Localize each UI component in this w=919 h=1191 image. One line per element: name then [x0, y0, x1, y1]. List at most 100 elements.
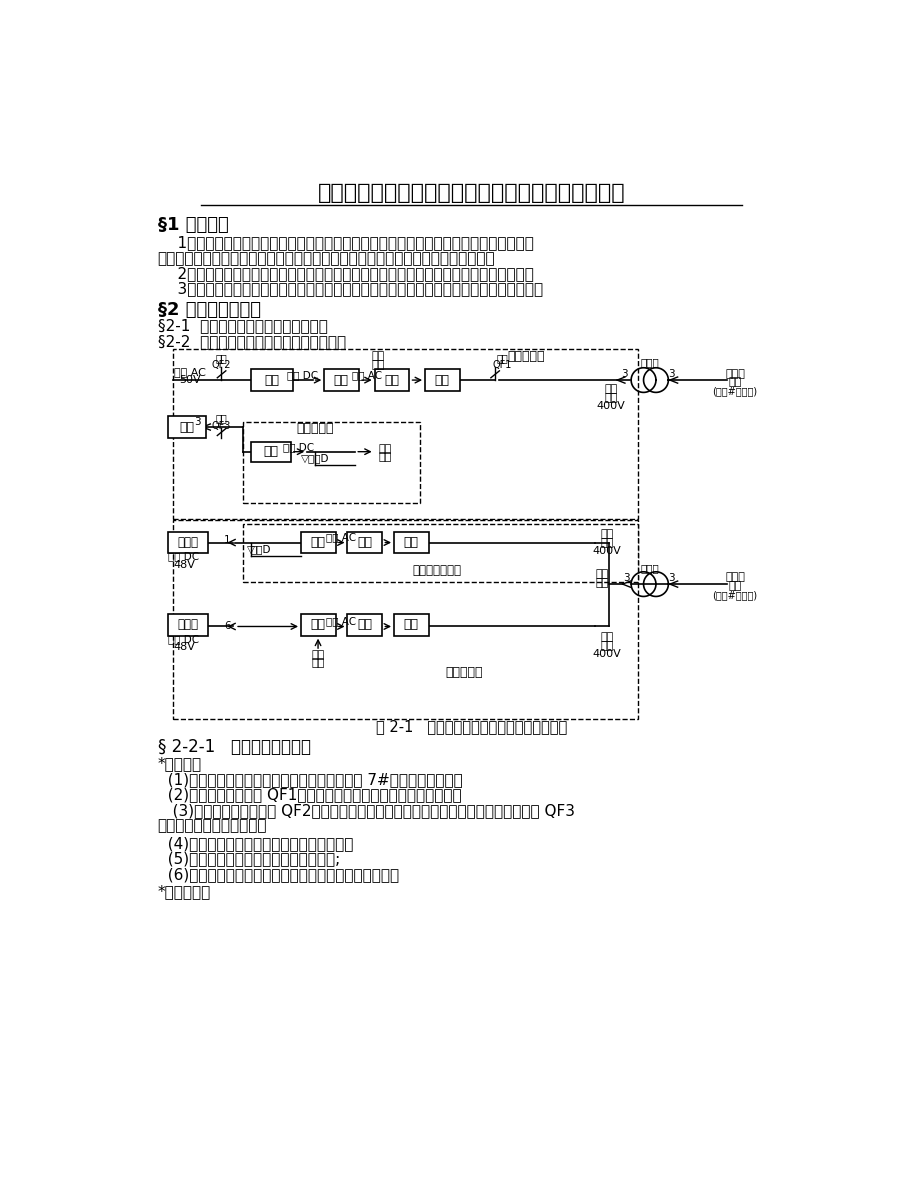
Text: 防反D: 防反D	[250, 544, 271, 555]
Text: 站、配电站的屏柜分配及布置情况，熟悉模拟电力系统中的各个电气设备及其作用。: 站、配电站的屏柜分配及布置情况，熟悉模拟电力系统中的各个电气设备及其作用。	[157, 251, 494, 266]
Text: 控制: 控制	[371, 360, 385, 369]
Text: 空开: 空开	[215, 413, 227, 424]
Text: (2)将配电箱左侧空开 QF1（风电并网器的电网接入端开关）合上；: (2)将配电箱左侧空开 QF1（风电并网器的电网接入端开关）合上；	[157, 787, 460, 803]
Text: 负载: 负载	[378, 453, 391, 462]
Text: QF1: QF1	[493, 361, 512, 370]
Text: (配站#屏母线): (配站#屏母线)	[711, 590, 756, 600]
FancyBboxPatch shape	[250, 442, 290, 462]
Text: 3: 3	[620, 369, 627, 379]
Text: （风电单独带负载开关）；: （风电单独带负载开关）；	[157, 818, 267, 834]
FancyBboxPatch shape	[167, 417, 206, 438]
Text: 400V: 400V	[592, 649, 621, 659]
Text: (1)确认电网接入端母线有电压（即实验室配电 7#屏母线有电压）；: (1)确认电网接入端母线有电压（即实验室配电 7#屏母线有电压）；	[157, 772, 462, 787]
Text: 智能: 智能	[312, 650, 324, 660]
Text: 2、了解电气二次设备的配置情况及特点，熟悉分层分布式监控系统的监控方式及特点。: 2、了解电气二次设备的配置情况及特点，熟悉分层分布式监控系统的监控方式及特点。	[157, 266, 533, 281]
FancyBboxPatch shape	[393, 531, 428, 554]
Text: ▽防反D: ▽防反D	[301, 454, 329, 463]
Text: 3: 3	[667, 573, 674, 582]
Text: 交流 AC: 交流 AC	[326, 616, 356, 626]
Text: 控制: 控制	[312, 659, 324, 668]
Text: 空开: 空开	[215, 354, 227, 363]
Text: QF2: QF2	[211, 361, 231, 370]
FancyBboxPatch shape	[301, 615, 335, 636]
Text: 变压: 变压	[357, 536, 371, 549]
Text: 风机: 风机	[179, 420, 194, 434]
Text: QF3: QF3	[211, 420, 231, 430]
Text: (3)合上配电箱中间空开 QF2（风电并网器的风机输入端开关），断开配电箱右侧空开 QF3: (3)合上配电箱中间空开 QF2（风电并网器的风机输入端开关），断开配电箱右侧空…	[157, 803, 574, 818]
FancyBboxPatch shape	[173, 520, 638, 719]
Text: 48V: 48V	[173, 560, 195, 569]
Text: 变压: 变压	[357, 618, 371, 631]
Text: 逆变: 逆变	[311, 536, 325, 549]
Text: 3: 3	[667, 369, 674, 379]
Text: 3: 3	[195, 417, 201, 426]
Text: 母线: 母线	[728, 378, 741, 387]
FancyBboxPatch shape	[393, 615, 428, 636]
Text: 交流 AC: 交流 AC	[351, 369, 381, 380]
Text: 1、了解分布式发电综合实验室的模拟电力系统的总体结构，了解模拟电力系统中各变电: 1、了解分布式发电综合实验室的模拟电力系统的总体结构，了解模拟电力系统中各变电	[157, 236, 533, 250]
Text: 交流: 交流	[600, 632, 613, 642]
Text: 逆变: 逆变	[334, 374, 348, 387]
Text: 逆变: 逆变	[311, 618, 325, 631]
FancyBboxPatch shape	[243, 524, 638, 582]
FancyBboxPatch shape	[250, 369, 293, 391]
Text: 负载: 负载	[600, 537, 613, 548]
Text: 滤波: 滤波	[403, 618, 418, 631]
Text: 400V: 400V	[592, 545, 621, 556]
FancyBboxPatch shape	[301, 531, 335, 554]
Text: 实验室: 实验室	[724, 572, 744, 582]
Text: 光伏控制逆变器: 光伏控制逆变器	[412, 563, 460, 576]
Text: §2 实验内容与步骤: §2 实验内容与步骤	[157, 301, 260, 319]
Text: (6)若自然风力不够，则合上动力屏上的轴流风机空开。: (6)若自然风力不够，则合上动力屏上的轴流风机空开。	[157, 867, 398, 881]
Text: §2-2  分布式发电电源投入及并网操作演示: §2-2 分布式发电电源投入及并网操作演示	[157, 333, 346, 349]
Text: 直流 DC: 直流 DC	[168, 551, 199, 561]
FancyBboxPatch shape	[425, 369, 460, 391]
Text: 交流: 交流	[600, 529, 613, 540]
FancyBboxPatch shape	[173, 349, 638, 518]
Text: 智能: 智能	[371, 351, 385, 361]
Text: 风机控制器: 风机控制器	[296, 422, 334, 435]
Text: 整流: 整流	[263, 445, 278, 459]
Text: 滤波: 滤波	[434, 374, 449, 387]
Text: 滤波: 滤波	[403, 536, 418, 549]
Text: (4)打开手动刹车开关（风电并网器底部）；: (4)打开手动刹车开关（风电并网器底部）；	[157, 836, 353, 850]
Text: 48V: 48V	[173, 642, 195, 653]
Text: 蓄电池: 蓄电池	[177, 536, 199, 549]
Text: (配站#屏母线): (配站#屏母线)	[711, 387, 756, 397]
Text: 隔离变: 隔离变	[640, 563, 658, 573]
Text: 实验一：分布式发电实验室情况介绍及整体演示实验: 实验一：分布式发电实验室情况介绍及整体演示实验	[317, 183, 625, 202]
Text: 母线: 母线	[728, 581, 741, 591]
Text: 变压: 变压	[384, 374, 399, 387]
Text: 交流: 交流	[604, 385, 617, 394]
Text: *退出步骤：: *退出步骤：	[157, 885, 210, 899]
Text: 图 2-1   风力发电及光伏发电基本电路流程图: 图 2-1 风力发电及光伏发电基本电路流程图	[376, 719, 566, 734]
Text: 双投: 双投	[595, 569, 607, 579]
Text: §2-1  分布式发电综合实验室情况介绍: §2-1 分布式发电综合实验室情况介绍	[157, 318, 327, 333]
FancyBboxPatch shape	[347, 531, 382, 554]
FancyBboxPatch shape	[243, 422, 419, 503]
Text: §1 实验目的: §1 实验目的	[157, 216, 228, 235]
FancyBboxPatch shape	[167, 615, 208, 636]
Text: 刀闸: 刀闸	[595, 578, 607, 587]
Text: 直流: 直流	[378, 443, 391, 454]
Text: 交流 AC: 交流 AC	[174, 367, 206, 378]
Text: 电网: 电网	[604, 393, 617, 403]
Text: 实验室: 实验室	[724, 369, 744, 379]
FancyBboxPatch shape	[374, 369, 409, 391]
Text: 3: 3	[622, 573, 630, 582]
FancyBboxPatch shape	[167, 531, 208, 554]
FancyBboxPatch shape	[323, 369, 358, 391]
Text: 3、了解新型分布式发电电源的工作原理，了解分布式发电电源带负荷及并网的操作过程。: 3、了解新型分布式发电电源的工作原理，了解分布式发电电源带负荷及并网的操作过程。	[157, 281, 542, 297]
Text: 50V: 50V	[179, 375, 200, 385]
Text: (5)按下风电并网器底部的绿色开关按钮;: (5)按下风电并网器底部的绿色开关按钮;	[157, 852, 339, 866]
Text: 直流 DC: 直流 DC	[168, 634, 199, 644]
Text: 隔离变: 隔离变	[640, 357, 658, 367]
Text: 1: 1	[224, 535, 231, 545]
Text: *投入步骤: *投入步骤	[157, 756, 201, 772]
Text: 6: 6	[224, 622, 231, 631]
Text: § 2-2-1   风力发电并网演示: § 2-2-1 风力发电并网演示	[157, 738, 311, 756]
Text: 直流 DC: 直流 DC	[283, 442, 314, 453]
Text: 整流: 整流	[264, 374, 278, 387]
Text: 光伏板: 光伏板	[177, 618, 199, 631]
FancyBboxPatch shape	[347, 615, 382, 636]
